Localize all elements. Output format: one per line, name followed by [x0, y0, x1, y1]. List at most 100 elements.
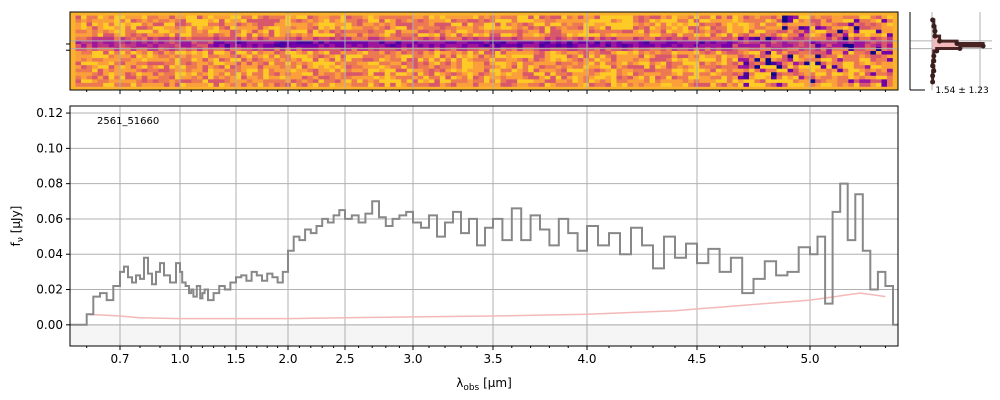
heatmap-cell — [147, 68, 154, 73]
heatmap-cell — [357, 82, 363, 87]
heatmap-cell — [191, 19, 198, 23]
heatmap-cell — [163, 65, 170, 70]
heatmap-cell — [787, 36, 794, 41]
heatmap-cell — [782, 26, 788, 31]
heatmap-cell — [842, 82, 849, 87]
heatmap-cell — [472, 75, 479, 80]
heatmap-cell — [263, 36, 270, 41]
heatmap-cell — [307, 51, 314, 55]
heatmap-cell — [704, 33, 711, 38]
heatmap-cell — [158, 82, 165, 87]
heatmap-cell — [213, 68, 220, 73]
heatmap-cell — [622, 51, 628, 55]
heatmap-cell — [864, 29, 871, 34]
heatmap-cell — [533, 36, 540, 41]
heatmap-cell — [274, 43, 281, 48]
heatmap-cell — [274, 58, 281, 62]
heatmap-cell — [820, 36, 827, 41]
heatmap-cell — [710, 15, 717, 20]
heatmap-cell — [528, 54, 534, 59]
heatmap-cell — [329, 79, 336, 84]
heatmap-cell — [688, 75, 695, 80]
heatmap-cell — [296, 36, 303, 41]
heatmap-cell — [489, 79, 496, 84]
heatmap-cell — [301, 75, 308, 80]
heatmap-cell — [842, 19, 849, 23]
heatmap-cell — [881, 26, 888, 31]
heatmap-cell — [544, 51, 551, 55]
heatmap-cell — [555, 36, 562, 41]
heatmap-cell — [318, 51, 325, 55]
heatmap-cell — [715, 51, 722, 55]
heatmap-cell — [274, 15, 281, 20]
heatmap-cell — [147, 26, 154, 31]
heatmap-cell — [726, 68, 733, 73]
heatmap-cell — [312, 72, 319, 77]
heatmap-cell — [605, 29, 612, 34]
heatmap-cell — [743, 61, 750, 66]
heatmap-cell — [456, 22, 463, 27]
heatmap-cell — [881, 79, 888, 84]
heatmap-cell — [870, 22, 877, 27]
heatmap-cell — [605, 58, 612, 62]
heatmap-cell — [655, 54, 661, 59]
heatmap-cell — [169, 36, 176, 41]
heatmap-cell — [136, 22, 143, 27]
heatmap-cell — [147, 72, 154, 77]
heatmap-cell — [461, 54, 468, 59]
heatmap-cell — [257, 36, 264, 41]
heatmap-cell — [323, 51, 330, 55]
heatmap-cell — [456, 61, 463, 66]
heatmap-cell — [450, 51, 457, 55]
heatmap-cell — [566, 51, 573, 55]
heatmap-cell — [130, 68, 137, 73]
heatmap-cell — [859, 72, 866, 77]
heatmap-cell — [373, 82, 380, 87]
heatmap-cell — [660, 15, 667, 20]
heatmap-cell — [726, 82, 733, 87]
heatmap-cell — [671, 68, 678, 73]
heatmap-cell — [423, 15, 430, 20]
heatmap-cell — [622, 19, 628, 23]
heatmap-cell — [804, 40, 810, 45]
heatmap-cell — [290, 43, 297, 48]
heatmap-cell — [765, 26, 772, 31]
heatmap-cell — [274, 22, 281, 27]
heatmap-cell — [748, 19, 755, 23]
heatmap-cell — [649, 65, 656, 70]
heatmap-cell — [511, 79, 518, 84]
heatmap-cell — [655, 51, 661, 55]
heatmap-cell — [787, 79, 794, 84]
heatmap-cell — [130, 19, 137, 23]
heatmap-cell — [368, 29, 374, 34]
heatmap-cell — [782, 15, 788, 20]
heatmap-cell — [163, 58, 170, 62]
heatmap-cell — [886, 58, 893, 62]
heatmap-cell — [357, 54, 363, 59]
heatmap-cell — [793, 72, 799, 77]
heatmap-cell — [588, 82, 595, 87]
heatmap-cell — [666, 61, 672, 66]
heatmap-cell — [782, 19, 788, 23]
heatmap-cell — [450, 58, 457, 62]
heatmap-cell — [875, 43, 882, 48]
heatmap-cell — [616, 75, 623, 80]
heatmap-cell — [445, 79, 452, 84]
heatmap-cell — [114, 33, 120, 38]
heatmap-cell — [323, 65, 330, 70]
heatmap-cell — [340, 82, 347, 87]
heatmap-cell — [682, 47, 689, 52]
heatmap-cell — [633, 43, 639, 48]
heatmap-cell — [671, 22, 678, 27]
heatmap-cell — [787, 33, 794, 38]
heatmap-cell — [599, 72, 606, 77]
heatmap-cell — [86, 36, 93, 41]
heatmap-cell — [147, 58, 154, 62]
heatmap-cell — [346, 79, 352, 84]
heatmap-cell — [677, 26, 684, 31]
heatmap-cell — [406, 26, 413, 31]
heatmap-cell — [798, 33, 805, 38]
heatmap-cell — [765, 43, 772, 48]
heatmap-cell — [274, 75, 281, 80]
heatmap-cell — [754, 33, 761, 38]
